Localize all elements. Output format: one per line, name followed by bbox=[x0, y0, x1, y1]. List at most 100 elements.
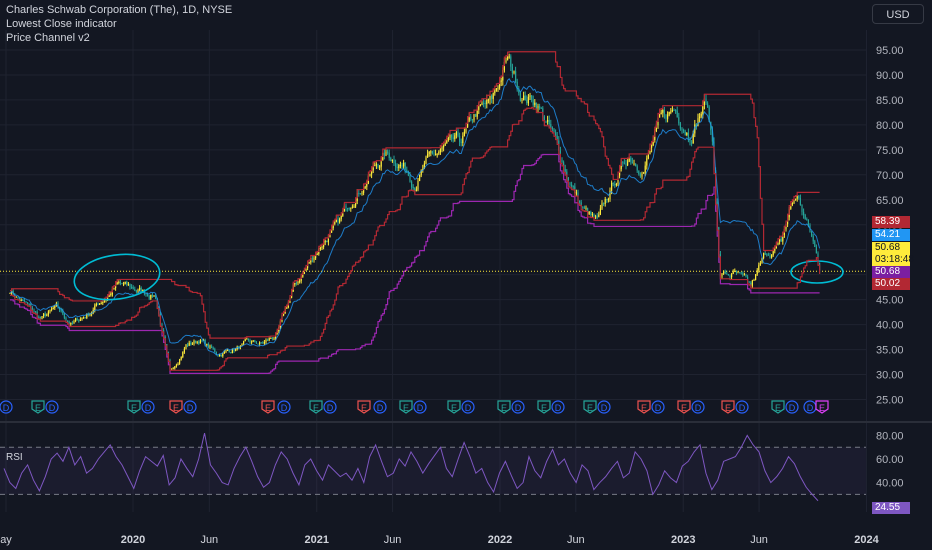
currency-button[interactable]: USD bbox=[872, 4, 924, 24]
candle-body bbox=[553, 129, 555, 133]
candle-body bbox=[23, 300, 25, 302]
event-marker-letter: D bbox=[695, 403, 702, 413]
rsi-legend[interactable]: RSI bbox=[6, 452, 23, 463]
candle-body bbox=[215, 352, 217, 356]
candle-body bbox=[630, 157, 632, 162]
candle-body bbox=[724, 271, 726, 274]
earnings-marker[interactable]: E bbox=[497, 400, 511, 414]
earnings-marker[interactable]: E bbox=[583, 400, 597, 414]
earnings-marker[interactable]: E bbox=[399, 400, 413, 414]
candle-series bbox=[9, 53, 821, 370]
dividend-marker[interactable]: D bbox=[803, 400, 817, 414]
earnings-marker[interactable]: E bbox=[771, 400, 785, 414]
dividend-marker[interactable]: D bbox=[277, 400, 291, 414]
price-tick-label: 35.00 bbox=[876, 345, 904, 357]
candle-body bbox=[806, 219, 808, 221]
candle-body bbox=[412, 187, 414, 189]
candle-body bbox=[430, 151, 432, 153]
candle-body bbox=[513, 71, 515, 74]
candle-body bbox=[19, 297, 21, 301]
dividend-marker[interactable]: D bbox=[651, 400, 665, 414]
earnings-marker[interactable]: E bbox=[815, 400, 829, 414]
candle-body bbox=[438, 152, 440, 154]
dividend-marker[interactable]: D bbox=[413, 400, 427, 414]
earnings-marker[interactable]: E bbox=[721, 400, 735, 414]
candle-body bbox=[435, 154, 437, 156]
candle-body bbox=[667, 114, 669, 119]
legend-price-channel[interactable]: Price Channel v2 bbox=[6, 32, 90, 44]
candle-body bbox=[467, 120, 469, 128]
candle-body bbox=[70, 323, 72, 325]
candle-body bbox=[262, 342, 264, 344]
rsi-tick-label: 80.00 bbox=[876, 430, 904, 442]
dividend-marker[interactable]: D bbox=[597, 400, 611, 414]
dividend-marker[interactable]: D bbox=[785, 400, 799, 414]
dividend-marker[interactable]: D bbox=[183, 400, 197, 414]
candle-body bbox=[316, 254, 318, 256]
candle-body bbox=[777, 241, 779, 245]
dividend-marker[interactable]: D bbox=[0, 400, 13, 414]
candle-body bbox=[95, 304, 97, 306]
candle-body bbox=[321, 246, 323, 248]
candle-body bbox=[614, 184, 616, 186]
time-tick-label: Jun bbox=[384, 534, 402, 546]
dividend-marker[interactable]: D bbox=[45, 400, 59, 414]
candle-body bbox=[705, 98, 707, 104]
candle-body bbox=[601, 203, 603, 209]
dividend-marker[interactable]: D bbox=[141, 400, 155, 414]
earnings-marker[interactable]: E bbox=[169, 400, 183, 414]
time-axis-labels: ay 2020 Jun 2021 Jun 2022 Jun 2023 Jun 2024 bbox=[0, 534, 879, 546]
candle-body bbox=[492, 93, 494, 99]
dividend-marker[interactable]: D bbox=[461, 400, 475, 414]
candle-body bbox=[15, 296, 17, 298]
earnings-marker[interactable]: E bbox=[537, 400, 551, 414]
candle-body bbox=[43, 313, 45, 317]
earnings-marker[interactable]: E bbox=[637, 400, 651, 414]
candle-body bbox=[209, 346, 211, 348]
dividend-marker[interactable]: D bbox=[691, 400, 705, 414]
earnings-marker[interactable]: E bbox=[677, 400, 691, 414]
rsi-line bbox=[3, 432, 819, 502]
candle-body bbox=[695, 124, 697, 126]
earnings-marker[interactable]: E bbox=[447, 400, 461, 414]
candle-body bbox=[631, 161, 633, 164]
earnings-marker[interactable]: E bbox=[261, 400, 275, 414]
candle-body bbox=[129, 283, 131, 287]
candle-body bbox=[692, 133, 694, 144]
candle-body bbox=[124, 281, 126, 284]
candle-body bbox=[598, 214, 600, 217]
candle-body bbox=[483, 102, 485, 104]
legend-lowest-close[interactable]: Lowest Close indicator bbox=[6, 18, 117, 30]
candle-body bbox=[612, 182, 614, 185]
dividend-marker[interactable]: D bbox=[511, 400, 525, 414]
earnings-marker[interactable]: E bbox=[127, 400, 141, 414]
time-tick-label: 2022 bbox=[488, 534, 512, 546]
candle-body bbox=[185, 344, 187, 349]
dividend-marker[interactable]: D bbox=[373, 400, 387, 414]
candle-body bbox=[263, 342, 265, 344]
price-tick-label: 70.00 bbox=[876, 170, 904, 182]
earnings-marker[interactable]: E bbox=[357, 400, 371, 414]
candle-body bbox=[383, 152, 385, 156]
candle-body bbox=[334, 222, 336, 224]
candle-body bbox=[251, 341, 253, 343]
candle-body bbox=[662, 109, 664, 113]
chart-title: Charles Schwab Corporation (The), 1D, NY… bbox=[6, 4, 233, 16]
candle-body bbox=[721, 273, 723, 277]
candle-body bbox=[567, 177, 569, 184]
candle-body bbox=[340, 215, 342, 220]
candle-body bbox=[679, 123, 681, 129]
dividend-marker[interactable]: D bbox=[323, 400, 337, 414]
dividend-marker[interactable]: D bbox=[735, 400, 749, 414]
earnings-marker[interactable]: E bbox=[31, 400, 45, 414]
earnings-marker[interactable]: E bbox=[309, 400, 323, 414]
dividend-marker[interactable]: D bbox=[551, 400, 565, 414]
candle-body bbox=[67, 320, 69, 323]
upper-channel-line bbox=[10, 51, 820, 339]
candle-body bbox=[652, 140, 654, 146]
candle-body bbox=[391, 159, 393, 162]
candle-body bbox=[414, 187, 416, 192]
candle-body bbox=[500, 80, 502, 82]
candle-body bbox=[423, 163, 425, 169]
